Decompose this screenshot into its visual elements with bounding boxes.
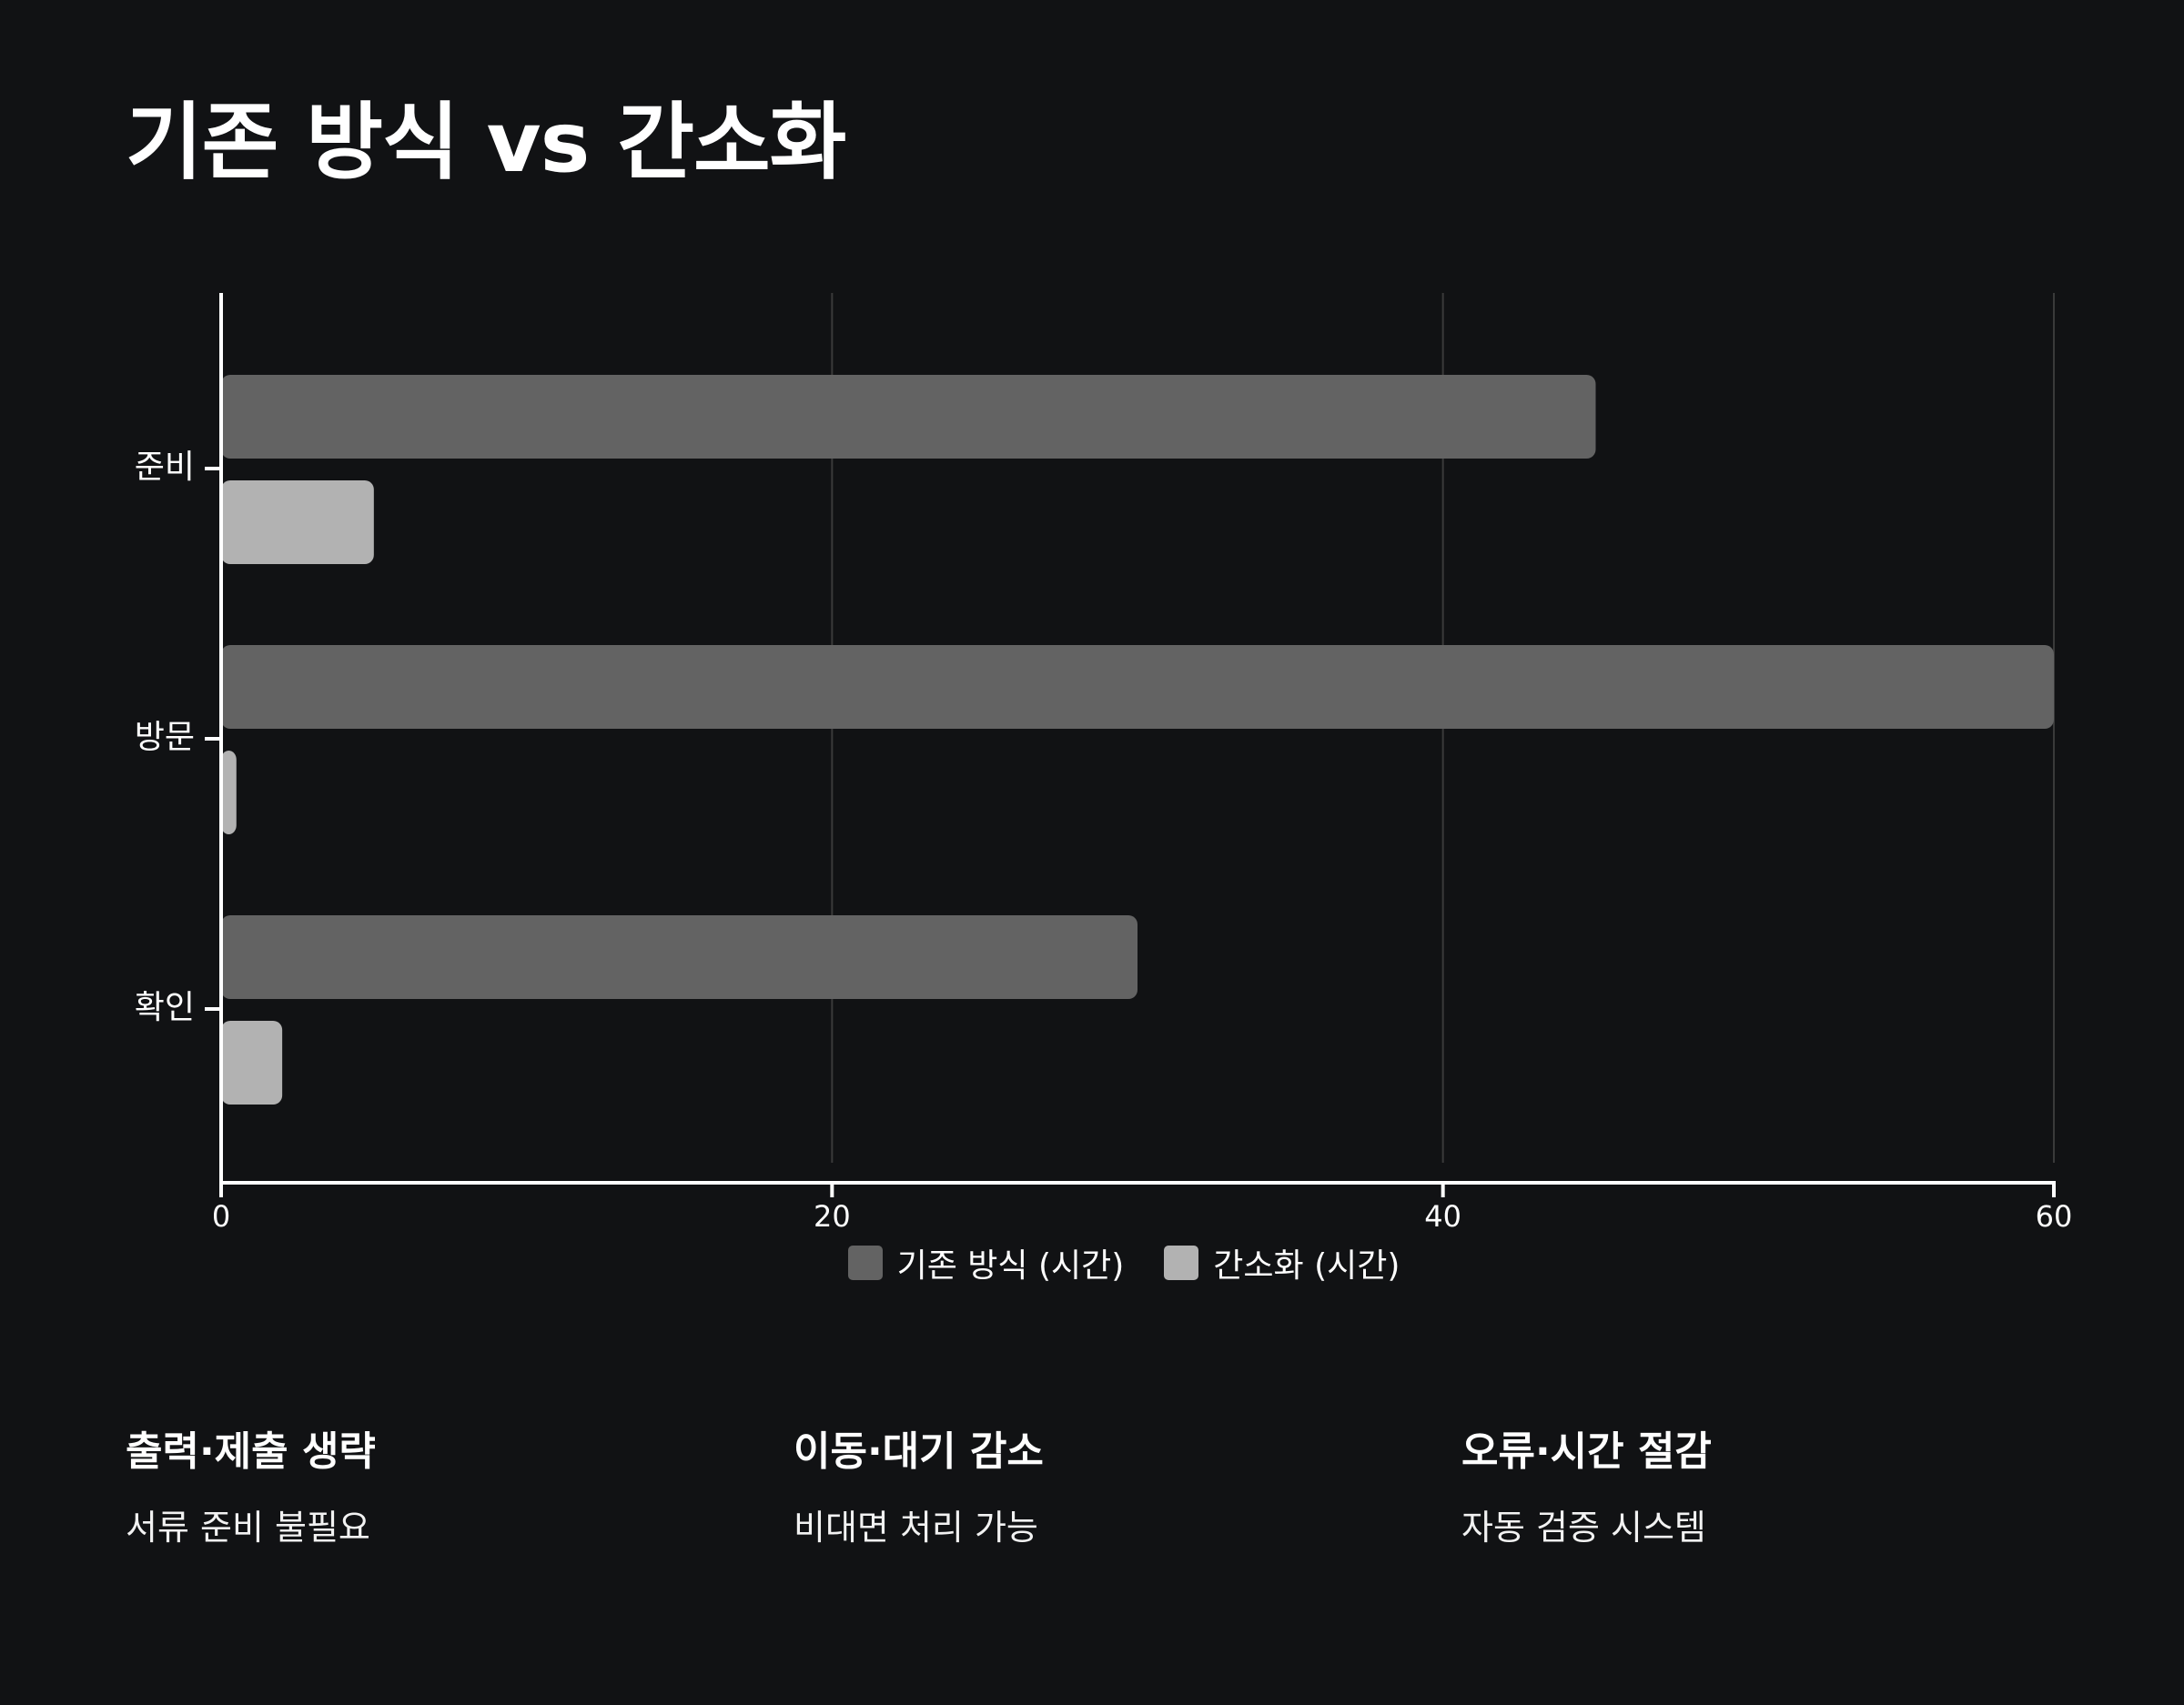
category-label: 준비: [135, 449, 195, 486]
feature-desc: 자동 검증 시스템: [1461, 1507, 1706, 1548]
feature-item: 이동·대기 감소 비대면 처리 가능: [794, 1428, 1461, 1549]
feature-title: 이동·대기 감소: [794, 1428, 1044, 1475]
feature-item: 출력·제출 생략 서류 준비 불필요: [126, 1428, 794, 1549]
legend-swatch-legacy: [847, 1246, 883, 1280]
page-title: 기존 방식 vs 간소화: [126, 94, 846, 191]
x-tick-label: 20: [814, 1199, 851, 1234]
legend-item-simplified: 간소화 (시간): [1164, 1239, 1400, 1286]
legend-label-simplified: 간소화 (시간): [1213, 1247, 1400, 1285]
legend-label-legacy: 기존 방식 (시간): [896, 1247, 1125, 1285]
feature-desc: 서류 준비 불필요: [126, 1507, 370, 1548]
chart-legend: 기존 방식 (시간) 간소화 (시간): [0, 1239, 2184, 1286]
feature-title: 출력·제출 생략: [126, 1428, 376, 1475]
bar: [221, 751, 237, 834]
category-label: 방문: [135, 719, 195, 756]
x-tick-label: 60: [2036, 1199, 2073, 1234]
feature-title: 오류·시간 절감: [1461, 1428, 1712, 1475]
x-tick-label: 0: [212, 1199, 230, 1234]
x-tick-label: 40: [1424, 1199, 1461, 1234]
bar: [221, 1021, 283, 1105]
feature-item: 오류·시간 절감 자동 검증 시스템: [1461, 1428, 2129, 1549]
bar: [221, 645, 2054, 729]
category-label: 확인: [135, 989, 195, 1026]
legend-swatch-simplified: [1164, 1246, 1199, 1280]
feature-list: 출력·제출 생략 서류 준비 불필요 이동·대기 감소 비대면 처리 가능 오류…: [126, 1428, 2058, 1549]
legend-item-legacy: 기존 방식 (시간): [847, 1239, 1125, 1286]
bar: [221, 375, 1596, 459]
feature-desc: 비대면 처리 가능: [794, 1507, 1038, 1548]
bar: [221, 480, 374, 564]
bar: [221, 915, 1138, 999]
